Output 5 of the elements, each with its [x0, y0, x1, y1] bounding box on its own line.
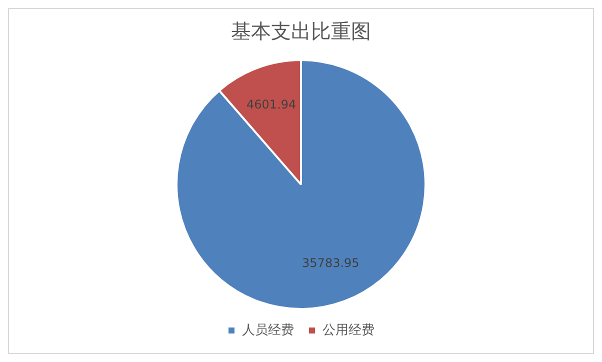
data-label: 4601.94 [246, 97, 296, 112]
data-label: 35783.95 [302, 256, 360, 270]
legend-label: 公用经费 [322, 322, 374, 338]
legend-label: 人员经费 [242, 322, 294, 338]
chart-title: 基本支出比重图 [231, 19, 371, 44]
